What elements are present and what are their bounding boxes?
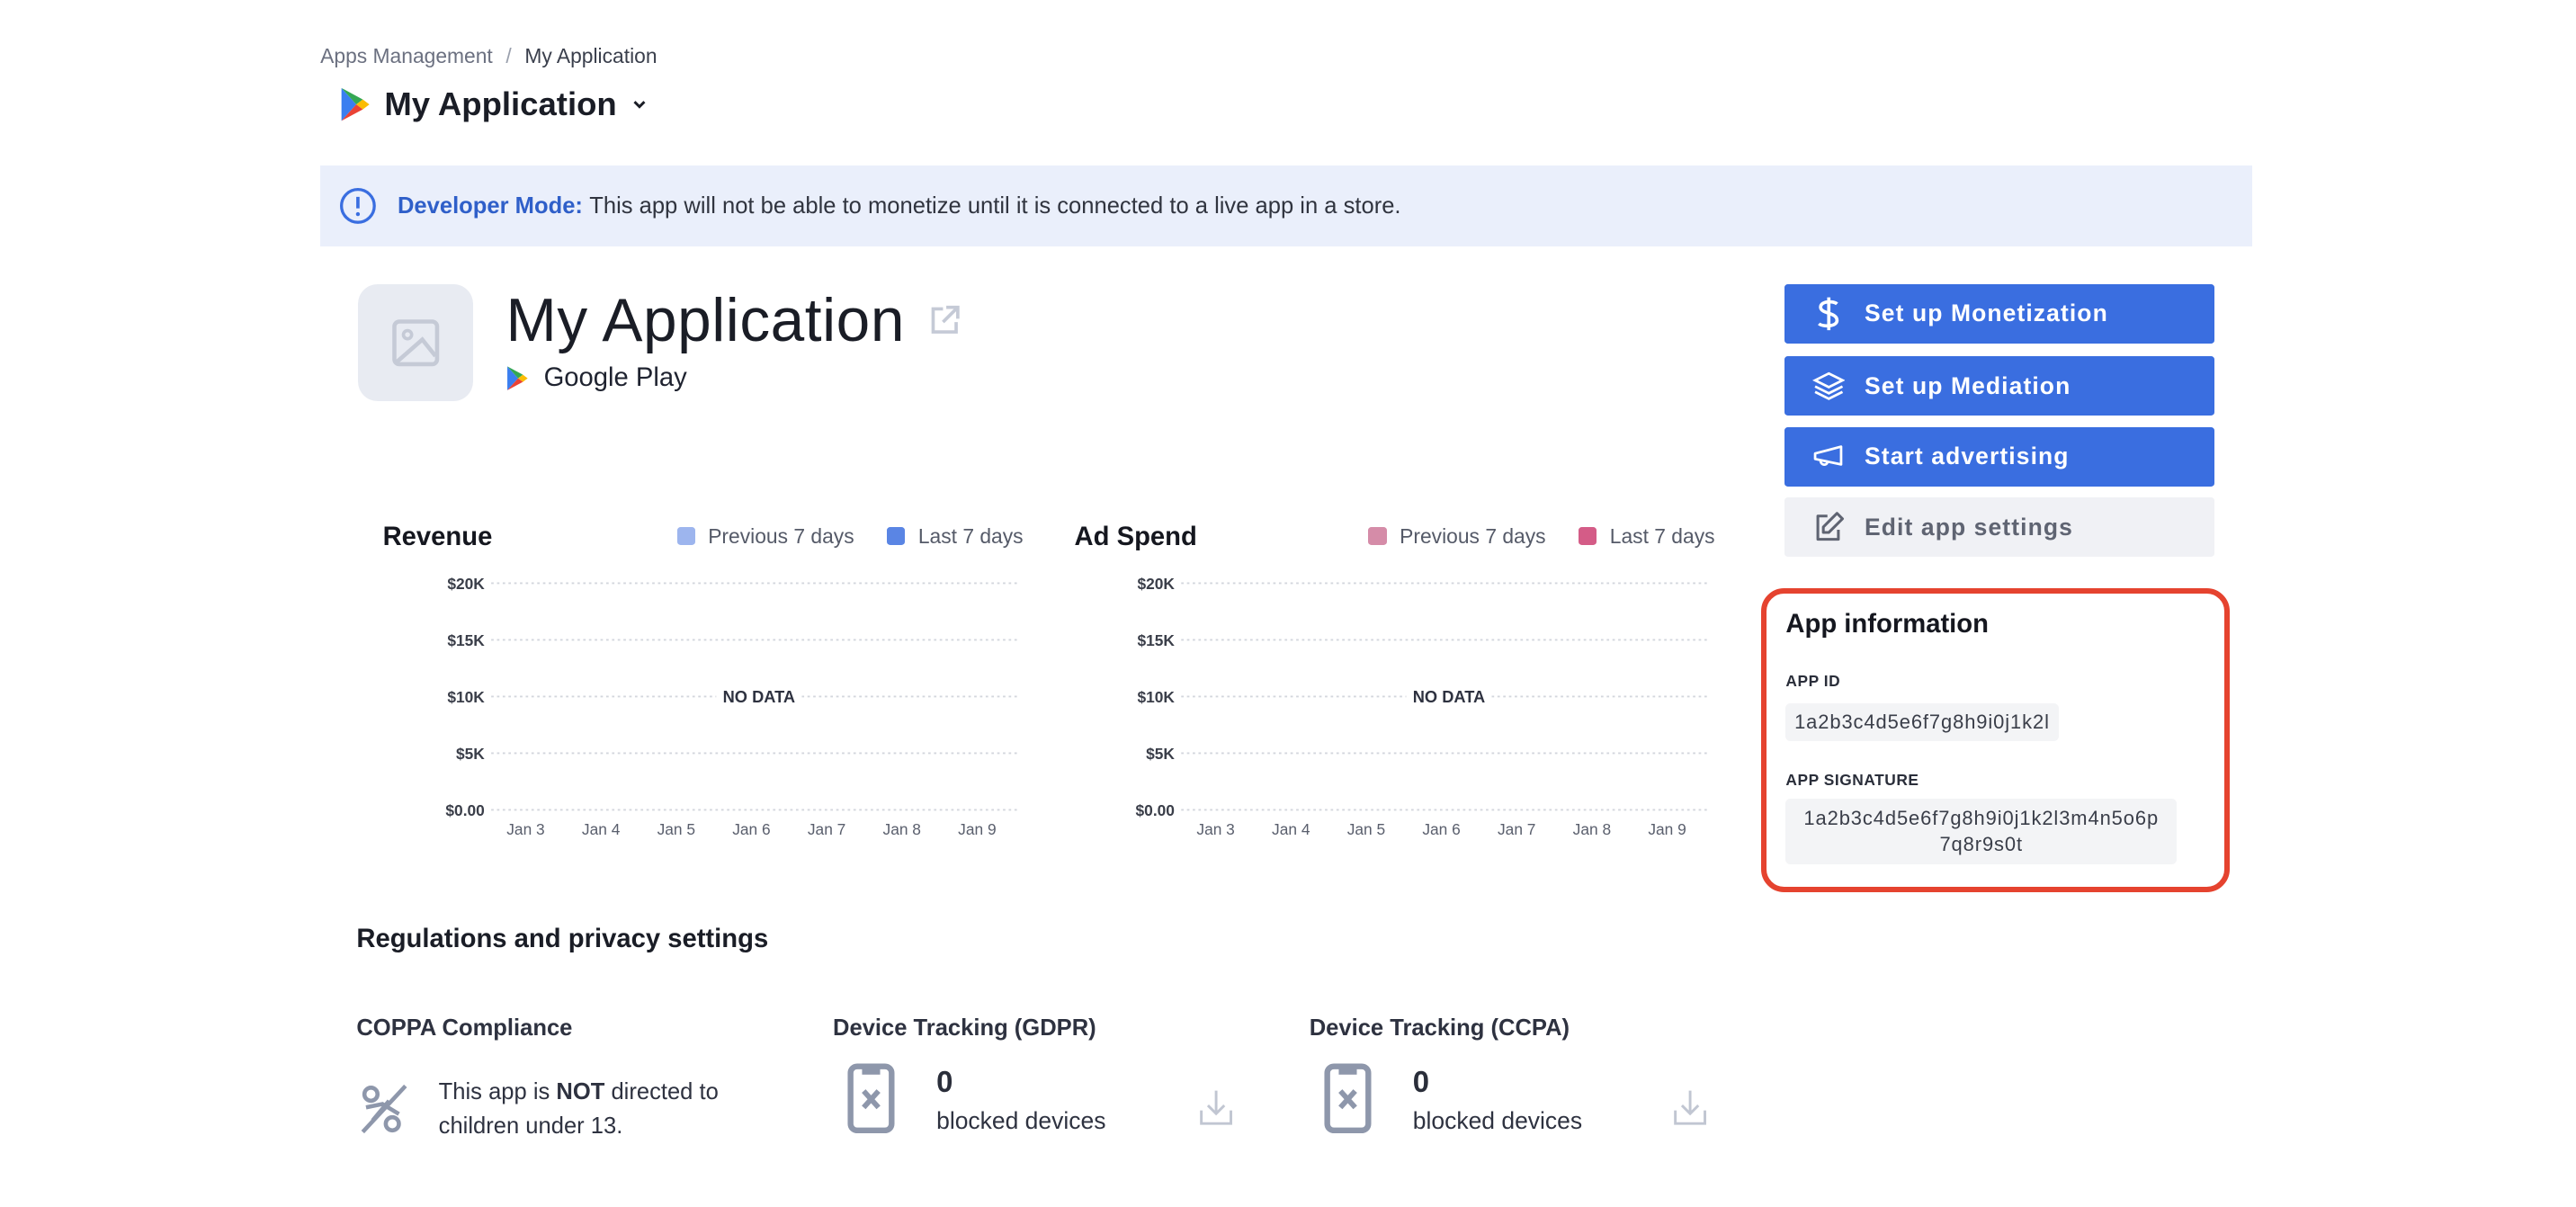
button-label: Edit app settings — [1865, 513, 2073, 541]
setup-monetization-button[interactable]: Set up Monetization — [1784, 283, 2215, 344]
x-tick-label: Jan 3 — [506, 820, 544, 838]
y-tick-label: $20K — [1137, 575, 1175, 593]
ccpa-title: Device Tracking (CCPA) — [1309, 1015, 1570, 1041]
google-play-icon — [506, 365, 528, 390]
app-information-panel — [1761, 587, 2230, 892]
chevron-down-icon — [633, 101, 646, 109]
x-tick-label: Jan 4 — [1272, 820, 1310, 838]
coppa-title: COPPA Compliance — [356, 1015, 573, 1041]
ccpa-download-icon[interactable] — [1672, 1087, 1708, 1127]
x-tick-label: Jan 9 — [1648, 820, 1686, 838]
banner-label: Developer Mode: — [397, 192, 583, 219]
coppa-status-text: This app is NOT directed to children und… — [438, 1078, 719, 1139]
dollar-icon — [1812, 294, 1846, 334]
no-data-backdrop — [1406, 683, 1492, 711]
developer-mode-banner: Developer Mode: This app will not be abl… — [320, 165, 2253, 246]
app-selector[interactable]: My Application — [338, 85, 649, 123]
blocked-phone-icon — [847, 1063, 895, 1133]
legend-label-last: Last 7 days — [917, 523, 1024, 548]
app-thumbnail — [358, 283, 474, 401]
x-tick-label: Jan 5 — [657, 820, 695, 838]
x-tick-label: Jan 8 — [1573, 820, 1611, 838]
x-tick-label: Jan 9 — [958, 820, 996, 838]
y-tick-label: $5K — [1146, 745, 1175, 763]
legend-swatch-previous — [1368, 527, 1387, 546]
breadcrumb-separator: / — [505, 44, 512, 68]
banner-message: This app will not be able to monetize un… — [589, 192, 1401, 219]
gdpr-count: 0 — [936, 1064, 953, 1098]
edit-icon — [1812, 507, 1846, 547]
app-selector-title: My Application — [384, 85, 617, 122]
start-advertising-button[interactable]: Start advertising — [1784, 426, 2215, 487]
child-restricted-icon — [361, 1084, 407, 1133]
setup-mediation-button[interactable]: Set up Mediation — [1784, 356, 2215, 416]
y-tick-label: $5K — [456, 745, 485, 763]
app-id-label: APP ID — [1785, 672, 1841, 691]
legend-swatch-last — [1579, 527, 1597, 546]
no-data-backdrop — [716, 683, 802, 711]
x-tick-label: Jan 7 — [1498, 820, 1535, 838]
revenue-legend: Previous 7 days Last 7 days — [676, 523, 1024, 549]
x-tick-label: Jan 4 — [582, 820, 621, 838]
store-label: Google Play — [505, 363, 687, 393]
app-id-value[interactable]: 1a2b3c4d5e6f7g8h9i0j1k2l — [1785, 702, 2059, 741]
gdpr-title: Device Tracking (GDPR) — [833, 1015, 1096, 1041]
y-tick-label: $10K — [447, 688, 485, 706]
x-tick-label: Jan 5 — [1347, 820, 1385, 838]
megaphone-icon — [1812, 440, 1846, 473]
app-signature-label: APP SIGNATURE — [1785, 770, 1919, 789]
store-name: Google Play — [543, 362, 687, 392]
gdpr-label: blocked devices — [936, 1107, 1106, 1135]
button-label: Start advertising — [1865, 443, 2070, 470]
info-circle-icon — [338, 186, 378, 226]
external-link-icon[interactable] — [928, 304, 962, 337]
layers-icon — [1811, 366, 1846, 406]
x-tick-label: Jan 3 — [1196, 820, 1234, 838]
ad-spend-chart-title: Ad Spend — [1074, 522, 1197, 551]
no-data-label: NO DATA — [1413, 687, 1485, 706]
breadcrumb: Apps Management / My Application — [320, 44, 657, 68]
app-signature-value[interactable]: 1a2b3c4d5e6f7g8h9i0j1k2l3m4n5o6p7q8r9s0t — [1785, 798, 2178, 864]
x-tick-label: Jan 8 — [883, 820, 921, 838]
y-tick-label: $15K — [447, 631, 485, 649]
y-tick-label: $15K — [1137, 631, 1175, 649]
legend-label-previous: Previous 7 days — [1400, 523, 1546, 548]
x-tick-label: Jan 7 — [808, 820, 845, 838]
x-tick-label: Jan 6 — [1422, 820, 1460, 838]
edit-app-settings-button[interactable]: Edit app settings — [1784, 497, 2215, 558]
blocked-phone-icon — [1324, 1063, 1372, 1133]
y-tick-label: $20K — [447, 575, 485, 593]
button-label: Set up Monetization — [1865, 300, 2108, 327]
google-play-icon — [341, 87, 370, 121]
revenue-chart-title: Revenue — [382, 522, 493, 551]
button-label: Set up Mediation — [1865, 371, 2071, 399]
y-tick-label: $0.00 — [1136, 801, 1175, 819]
regulations-title: Regulations and privacy settings — [356, 925, 769, 954]
y-tick-label: $10K — [1137, 688, 1175, 706]
app-name: My Application — [505, 286, 905, 354]
legend-swatch-previous — [676, 527, 695, 546]
ad-spend-legend: Previous 7 days Last 7 days — [1368, 523, 1715, 549]
app-name-heading: My Application — [506, 286, 961, 355]
no-data-label: NO DATA — [723, 687, 795, 706]
gdpr-download-icon[interactable] — [1198, 1087, 1234, 1127]
app-information-title: App information — [1785, 609, 1989, 639]
breadcrumb-current: My Application — [524, 44, 657, 68]
legend-swatch-last — [887, 527, 906, 546]
ccpa-count: 0 — [1412, 1064, 1430, 1098]
legend-label-previous: Previous 7 days — [708, 523, 854, 548]
legend-label-last: Last 7 days — [1609, 523, 1715, 548]
image-placeholder-icon — [392, 318, 440, 366]
x-tick-label: Jan 6 — [732, 820, 770, 838]
y-tick-label: $0.00 — [445, 801, 484, 819]
breadcrumb-parent-link[interactable]: Apps Management — [320, 44, 493, 68]
ccpa-label: blocked devices — [1412, 1107, 1583, 1135]
